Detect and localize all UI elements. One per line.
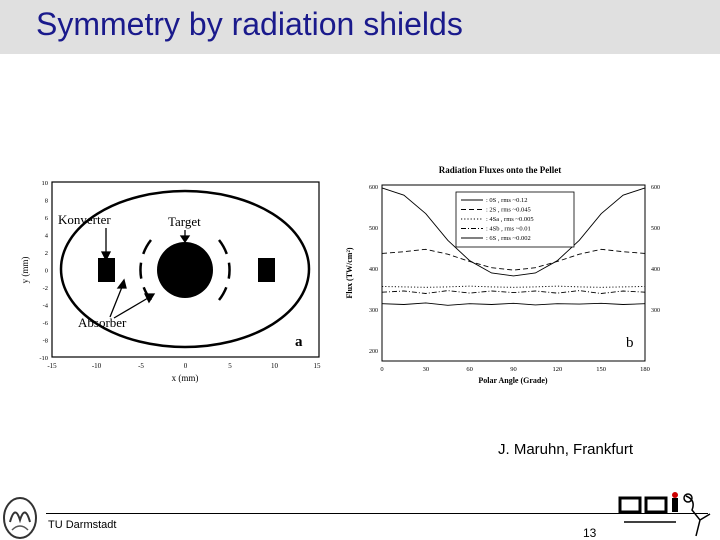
panel-label-a: a (295, 334, 303, 350)
figure-flux-chart: Radiation Fluxes onto the Pellet 6005004… (345, 165, 660, 385)
credit-text: J. Maruhn, Frankfurt (498, 441, 634, 458)
y-tick-label-right: 400 (651, 267, 660, 273)
gsi-logo (618, 492, 711, 537)
x-tick-label: 5 (228, 362, 232, 370)
annotation-arrows (100, 228, 191, 319)
y-tick-label: 2 (45, 250, 48, 257)
y-tick-label-right: 600 (651, 185, 660, 191)
x-tick-labels-a: -15 -10 -5 0 5 10 15 (47, 362, 321, 370)
y-tick-label: 300 (369, 308, 378, 314)
x-tick-label: 0 (380, 366, 383, 373)
converter-right (258, 258, 275, 282)
absorber-arc-right (218, 239, 231, 301)
x-tick-label: 0 (184, 362, 188, 370)
page-number: 13 (583, 526, 597, 540)
y-tick-label-right: 300 (651, 308, 660, 314)
legend-entry: : 4Sa , rms ~0.005 (486, 216, 534, 223)
slide-title: Symmetry by radiation shields (36, 6, 463, 42)
legend-entry: : 2S , rms ~0.045 (486, 207, 531, 214)
series-line-2 (381, 285, 646, 288)
footer-line (46, 513, 708, 514)
footer-university: TU Darmstadt (48, 519, 117, 531)
y-tick-labels-right-b: 600 500 400 300 (651, 185, 660, 314)
y-tick-label: 500 (369, 226, 378, 232)
plot-frame-a (51, 181, 320, 358)
y-tick-labels-b: 600 500 400 300 200 (369, 185, 378, 355)
x-tick-label: 10 (271, 362, 279, 370)
converter-left (98, 258, 115, 282)
y-tick-label: 4 (45, 233, 49, 240)
legend-entry: : 0S , rms ~0.12 (486, 197, 527, 204)
title-bar (0, 0, 720, 54)
x-tick-label: -5 (138, 362, 144, 370)
chart-title: Radiation Fluxes onto the Pellet (439, 165, 562, 175)
figure-target-geometry: -15 -10 -5 0 5 10 15 x (mm) 10 8 6 4 2 0… (20, 180, 321, 383)
x-tick-label: 30 (423, 366, 430, 373)
y-tick-label: 8 (45, 198, 48, 205)
x-tick-label: -10 (92, 362, 102, 370)
legend-entry: : 6S , rms ~0.002 (486, 235, 531, 242)
y-tick-label: -4 (43, 303, 49, 310)
plot-frame-b (381, 184, 646, 362)
series-line-0 (381, 187, 646, 277)
series-line-3 (381, 290, 646, 294)
y-tick-label: 200 (369, 349, 378, 355)
y-tick-label: -8 (43, 338, 48, 345)
x-tick-label: 150 (596, 366, 606, 373)
absorber-arc-left (139, 239, 152, 301)
hohlraum-wall (59, 189, 311, 349)
y-tick-label: 0 (45, 268, 48, 275)
y-tick-label: 10 (42, 180, 49, 187)
x-tick-label: 15 (314, 362, 322, 370)
target-pellet (157, 242, 213, 298)
x-tick-labels-b: 0 30 60 90 120 150 180 (380, 366, 650, 373)
x-tick-label: 90 (510, 366, 517, 373)
y-axis-label-b: Flux (TW/cm²) (345, 247, 354, 298)
x-tick-label: -15 (47, 362, 57, 370)
university-seal-logo (3, 497, 37, 539)
label-konverter: Konverter (58, 212, 111, 227)
y-tick-label: 600 (369, 185, 378, 191)
panel-label-b: b (626, 335, 634, 351)
series-line-1 (381, 248, 646, 271)
series-lines (381, 187, 646, 306)
x-tick-label: 120 (552, 366, 562, 373)
legend-entry: : 4Sb , rms ~0.01 (486, 226, 531, 233)
legend: : 0S , rms ~0.12 : 2S , rms ~0.045 : 4Sa ,… (461, 197, 534, 242)
y-tick-label: -6 (43, 320, 49, 327)
series-line-4 (381, 302, 646, 306)
y-tick-labels-a: 10 8 6 4 2 0 -2 -4 -6 -8 -10 (39, 180, 48, 362)
y-tick-label: -10 (39, 355, 48, 362)
x-axis-label-b: Polar Angle (Grade) (478, 376, 548, 385)
y-tick-label: 6 (45, 215, 49, 222)
y-axis-label-a: y (mm) (20, 257, 30, 284)
y-tick-label: 400 (369, 267, 378, 273)
label-absorber: Absorber (78, 315, 127, 330)
y-tick-label: -2 (43, 285, 48, 292)
label-target: Target (168, 214, 201, 229)
x-tick-label: 60 (466, 366, 473, 373)
x-axis-label-a: x (mm) (172, 373, 199, 383)
y-tick-label-right: 500 (651, 226, 660, 232)
x-tick-label: 180 (640, 366, 650, 373)
